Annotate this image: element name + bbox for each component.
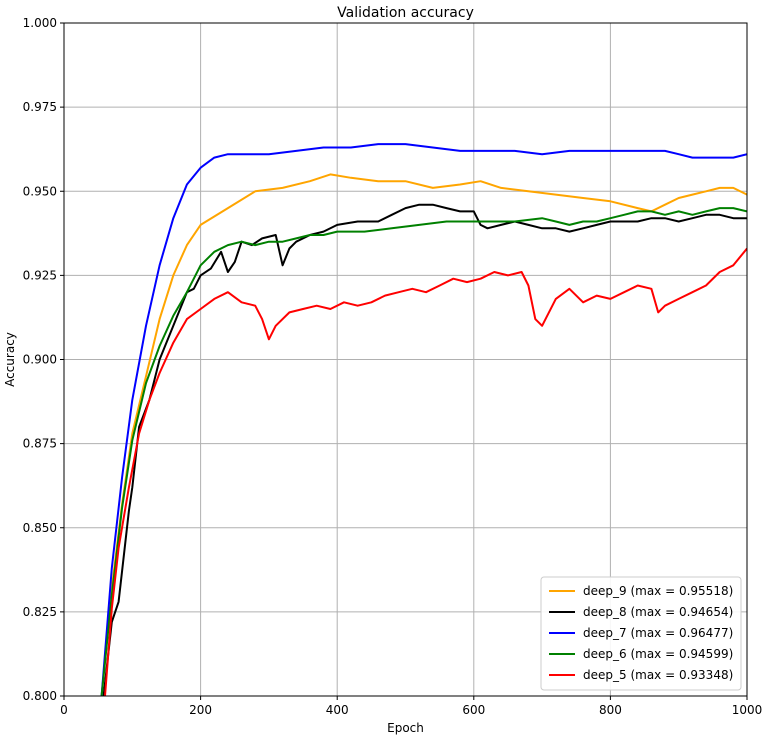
legend-label: deep_6 (max = 0.94599) [583, 647, 733, 661]
legend-label: deep_5 (max = 0.93348) [583, 668, 733, 682]
series-line-4 [104, 247, 747, 696]
y-tick-label: 0.925 [23, 268, 57, 282]
legend-label: deep_7 (max = 0.96477) [583, 626, 733, 640]
x-axis-label: Epoch [387, 721, 424, 735]
series-lines [100, 143, 747, 696]
y-tick-label: 0.800 [23, 689, 57, 703]
y-axis-label: Accuracy [3, 332, 17, 387]
y-tick-label: 1.000 [23, 16, 57, 30]
series-line-0 [100, 173, 747, 696]
legend-box [540, 576, 742, 691]
x-tick-label: 200 [189, 703, 212, 717]
legend-label: deep_9 (max = 0.95518) [583, 584, 733, 598]
y-tick-label: 0.900 [23, 353, 57, 367]
series-line-3 [100, 207, 747, 696]
x-tick-label: 800 [599, 703, 622, 717]
chart-title: Validation accuracy [337, 5, 474, 21]
x-tick-label: 400 [326, 703, 349, 717]
x-tick-label: 1000 [732, 703, 763, 717]
y-tick-label: 0.825 [23, 605, 57, 619]
y-tick-label: 0.975 [23, 100, 57, 114]
y-tick-label: 0.850 [23, 521, 57, 535]
legend-label: deep_8 (max = 0.94654) [583, 605, 733, 619]
legend: deep_9 (max = 0.95518) deep_8 (max = 0.94… [540, 576, 742, 691]
y-tick-label: 0.875 [23, 437, 57, 451]
series-line-2 [100, 143, 747, 696]
x-tick-label: 0 [60, 703, 68, 717]
axis-ticks: 0 200 400 600 800 1000 0.800 0.825 0.850 0.875 0.9… [23, 16, 763, 717]
x-tick-label: 600 [462, 703, 485, 717]
y-tick-label: 0.950 [23, 184, 57, 198]
